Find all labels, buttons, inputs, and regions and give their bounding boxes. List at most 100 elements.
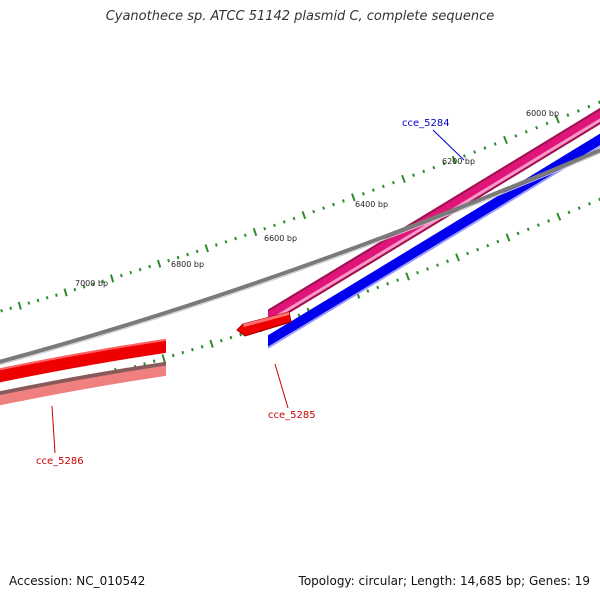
- outer-tick-ring: [0, 100, 600, 313]
- map-title: Cyanothece sp. ATCC 51142 plasmid C, com…: [105, 9, 495, 24]
- minor-tick: [535, 125, 539, 130]
- minor-tick: [120, 273, 123, 278]
- gene-label-cce-5285[interactable]: cce_5285: [268, 410, 316, 421]
- major-tick: [351, 193, 356, 202]
- minor-tick: [436, 263, 439, 267]
- major-tick: [252, 227, 258, 237]
- major-tick: [209, 339, 214, 348]
- minor-tick: [152, 359, 156, 363]
- minor-tick: [143, 362, 146, 366]
- minor-tick: [234, 236, 238, 241]
- major-tick: [109, 274, 115, 283]
- minor-tick: [138, 267, 142, 272]
- minor-tick: [476, 247, 480, 252]
- minor-tick: [514, 134, 518, 138]
- major-tick: [17, 301, 22, 310]
- minor-tick: [36, 298, 40, 303]
- major-tick: [301, 210, 307, 220]
- minor-tick: [282, 220, 286, 224]
- major-tick: [161, 354, 166, 363]
- minor-tick: [263, 226, 267, 231]
- major-tick: [401, 174, 406, 184]
- minor-tick: [171, 353, 175, 358]
- sequence-backbone: [0, 148, 600, 364]
- ruler-label-6200: 6200 bp: [442, 157, 475, 166]
- major-tick: [156, 259, 162, 268]
- minor-tick: [186, 252, 190, 257]
- minor-tick: [524, 130, 528, 134]
- topology-summary: Topology: circular; Length: 14,685 bp; G…: [298, 574, 590, 588]
- minor-tick: [516, 231, 520, 236]
- leader-cce-5285: [274, 363, 289, 409]
- major-tick: [405, 272, 410, 281]
- minor-tick: [101, 279, 105, 283]
- minor-tick: [493, 142, 497, 146]
- minor-tick: [577, 206, 581, 210]
- minor-tick: [92, 282, 95, 286]
- minor-tick: [496, 239, 500, 244]
- minor-tick: [366, 289, 370, 293]
- gene-arrow-cce-5285[interactable]: [236, 311, 292, 337]
- minor-tick: [9, 306, 13, 310]
- minor-tick: [273, 223, 276, 228]
- gene-label-cce-5284[interactable]: cce_5284: [402, 118, 450, 129]
- minor-tick: [466, 251, 470, 256]
- ruler-label-6600: 6600 bp: [264, 234, 297, 243]
- gene-label-cce-5286[interactable]: cce_5286: [36, 456, 84, 467]
- minor-tick: [442, 161, 446, 166]
- minor-tick: [148, 264, 152, 269]
- minor-tick: [576, 109, 580, 113]
- minor-tick: [587, 104, 591, 109]
- minor-tick: [292, 216, 296, 221]
- minor-tick: [224, 240, 228, 244]
- minor-tick: [55, 293, 58, 297]
- major-tick: [204, 244, 209, 253]
- minor-tick: [473, 150, 477, 154]
- minor-tick: [432, 165, 436, 170]
- minor-tick: [547, 219, 551, 223]
- minor-tick: [376, 285, 380, 290]
- minor-tick: [587, 202, 591, 206]
- reverse-cds-track: [0, 338, 166, 383]
- minor-tick: [361, 192, 365, 196]
- major-tick: [505, 233, 511, 242]
- minor-tick: [381, 184, 385, 189]
- leader-cce-5284: [432, 129, 465, 161]
- minor-tick: [566, 113, 570, 117]
- ruler-label-6000: 6000 bp: [526, 109, 559, 118]
- minor-tick: [426, 267, 429, 271]
- minor-tick: [396, 278, 400, 282]
- minor-tick: [483, 146, 487, 150]
- minor-tick: [129, 270, 133, 275]
- minor-tick: [567, 210, 571, 215]
- minor-tick: [219, 338, 223, 343]
- forward-cds-track: [268, 133, 600, 349]
- minor-tick: [214, 243, 218, 247]
- minor-tick: [446, 259, 450, 264]
- minor-tick: [536, 223, 540, 227]
- minor-tick: [386, 282, 390, 286]
- minor-tick: [239, 332, 243, 337]
- reverse-gene-track: [0, 361, 166, 406]
- major-tick: [556, 212, 562, 221]
- major-tick: [503, 135, 508, 145]
- minor-tick: [391, 180, 395, 185]
- ruler-label-7000: 7000 bp: [75, 279, 108, 288]
- minor-tick: [73, 287, 77, 292]
- minor-tick: [545, 121, 549, 126]
- ruler-label-6800: 6800 bp: [171, 260, 204, 269]
- minor-tick: [167, 258, 170, 263]
- minor-tick: [229, 335, 233, 340]
- minor-tick: [412, 173, 416, 177]
- minor-tick: [486, 243, 490, 248]
- minor-tick: [27, 301, 31, 305]
- major-tick: [455, 253, 460, 262]
- forward-gene-track: [268, 107, 600, 326]
- minor-tick: [176, 255, 180, 260]
- minor-tick: [0, 309, 3, 313]
- minor-tick: [526, 227, 530, 232]
- minor-tick: [200, 345, 204, 349]
- minor-tick: [195, 249, 199, 254]
- minor-tick: [191, 347, 194, 352]
